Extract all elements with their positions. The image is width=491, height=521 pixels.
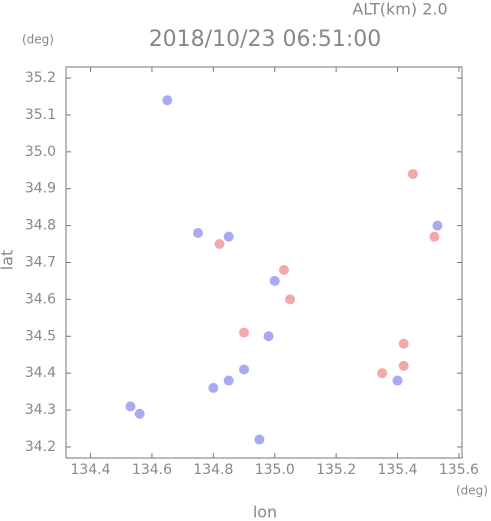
echo-point xyxy=(398,338,409,349)
x-axis-label: lon xyxy=(253,503,277,521)
echo-point xyxy=(254,434,265,445)
x-tick-label: 134.4 xyxy=(71,462,111,478)
echo-point xyxy=(429,231,440,242)
echo-point xyxy=(208,382,219,393)
x-tick-label: 135.0 xyxy=(255,462,295,478)
x-tick-label: 134.8 xyxy=(193,462,233,478)
echo-point xyxy=(278,264,289,275)
echo-point xyxy=(239,364,250,375)
echo-point xyxy=(223,375,234,386)
echo-point xyxy=(407,168,418,179)
y-axis-label: lat xyxy=(0,250,17,271)
x-tick-label: 135.4 xyxy=(377,462,417,478)
x-unit: (deg) xyxy=(456,484,488,498)
altitude-label: ALT(km) 2.0 xyxy=(352,0,447,19)
echo-point xyxy=(285,294,296,305)
y-tick-label: 34.5 xyxy=(25,328,56,344)
y-tick-label: 34.8 xyxy=(25,218,56,234)
echo-point xyxy=(377,368,388,379)
echo-point xyxy=(239,327,250,338)
echo-point xyxy=(223,231,234,242)
x-tick-label: 134.6 xyxy=(132,462,172,478)
y-tick-label: 34.3 xyxy=(25,402,56,418)
x-tick-label: 135.6 xyxy=(439,462,479,478)
echo-point xyxy=(214,239,225,250)
echo-point xyxy=(398,360,409,371)
echo-point xyxy=(125,401,136,412)
y-tick-label: 34.9 xyxy=(25,181,56,197)
y-tick-label: 35.1 xyxy=(25,107,56,123)
y-tick-label: 34.2 xyxy=(25,439,56,455)
plot-frame xyxy=(65,66,463,459)
y-tick-label: 34.6 xyxy=(25,291,56,307)
echo-point xyxy=(432,220,443,231)
echo-point xyxy=(269,275,280,286)
echo-point xyxy=(263,331,274,342)
x-tick-label: 135.2 xyxy=(316,462,356,478)
y-tick-label: 34.7 xyxy=(25,255,56,271)
echo-point xyxy=(134,408,145,419)
echo-point xyxy=(193,227,203,238)
y-unit: (deg) xyxy=(22,33,54,47)
y-tick-label: 35.0 xyxy=(25,144,56,160)
y-tick-label: 34.4 xyxy=(25,365,56,381)
echo-point xyxy=(392,375,403,386)
echo-point xyxy=(162,95,173,106)
chart-title: 2018/10/23 06:51:00 xyxy=(149,27,382,52)
y-tick-label: 35.2 xyxy=(25,70,56,86)
